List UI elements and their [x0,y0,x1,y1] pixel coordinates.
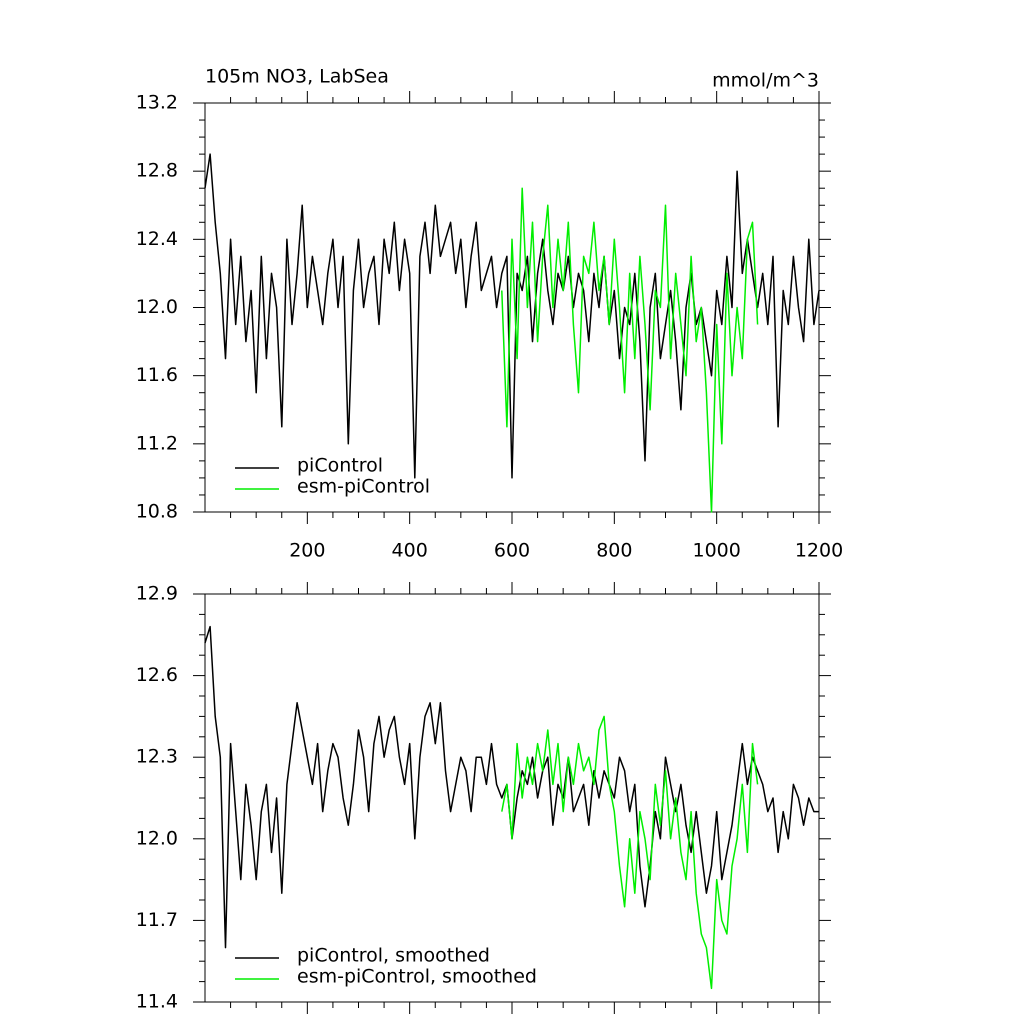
y-tick-label: 12.0 [136,827,178,849]
units-label: mmol/m^3 [712,70,819,92]
y-tick-label: 10.8 [136,501,178,523]
series-line [501,715,759,990]
legend-label: esm-piControl [297,476,430,498]
y-tick-label: 12.4 [136,228,178,250]
y-tick-label: 12.9 [136,583,178,605]
x-tick-label: 1000 [692,540,740,562]
y-tick-label: 11.4 [136,991,178,1013]
x-tick-label: 1200 [795,540,843,562]
legend-label: piControl [297,455,383,477]
y-tick-label: 12.6 [136,664,178,686]
y-tick-label: 11.7 [136,909,178,931]
chart-title: 105m NO3, LabSea [205,66,389,88]
y-tick-label: 12.3 [136,746,178,768]
x-tick-label: 400 [392,540,428,562]
y-tick-label: 12.0 [136,296,178,318]
series-line [204,625,819,949]
x-tick-label: 200 [289,540,325,562]
plot-frame [204,593,820,1003]
y-tick-label: 12.8 [136,160,178,182]
series-line [501,187,759,513]
legend-label: piControl, smoothed [297,945,490,967]
y-tick-label: 11.6 [136,364,178,386]
legend-label: esm-piControl, smoothed [297,966,537,988]
series-line [204,153,820,479]
x-tick-label: 600 [494,540,530,562]
x-tick-label: 800 [596,540,632,562]
y-tick-label: 11.2 [136,432,178,454]
y-tick-label: 13.2 [136,92,178,114]
